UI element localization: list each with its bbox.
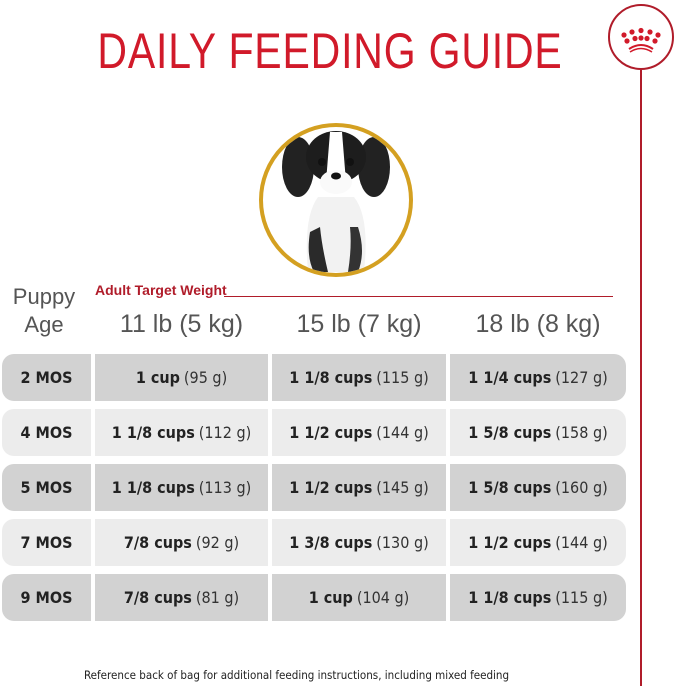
age-header-line2: Age <box>24 312 64 337</box>
grams-value: (127 g) <box>555 368 608 387</box>
grams-value: (160 g) <box>555 478 608 497</box>
grams-value: (95 g) <box>183 368 228 387</box>
grams-value: (92 g) <box>195 533 240 552</box>
table-row: 9 MOS 7/8 cups (81 g) 1 cup (104 g) 1 1/8 cup… <box>2 574 626 621</box>
age-column-header: Puppy Age <box>4 283 84 339</box>
page-title: DAILY FEEDING GUIDE <box>97 23 563 79</box>
amount-cell: 1 3/8 cups (130 g) <box>272 519 446 566</box>
cups-value: 1 5/8 cups <box>468 478 552 497</box>
table-row: 5 MOS 1 1/8 cups (113 g) 1 1/2 cups (145 g) 1… <box>2 464 626 511</box>
amount-cell: 1 1/2 cups (144 g) <box>450 519 626 566</box>
brand-logo <box>608 4 674 70</box>
cups-value: 7/8 cups <box>123 588 192 607</box>
grams-value: (144 g) <box>555 533 608 552</box>
cups-value: 1 1/8 cups <box>111 478 195 497</box>
amount-cell: 1 5/8 cups (158 g) <box>450 409 626 456</box>
amount-cell: 1 5/8 cups (160 g) <box>450 464 626 511</box>
amount-cell: 1 1/8 cups (115 g) <box>450 574 626 621</box>
cups-value: 1 3/8 cups <box>289 533 373 552</box>
cups-value: 1 1/8 cups <box>111 423 195 442</box>
age-cell: 5 MOS <box>2 464 91 511</box>
amount-cell: 7/8 cups (92 g) <box>95 519 268 566</box>
table-row: 2 MOS 1 cup (95 g) 1 1/8 cups (115 g) 1 1/4 c… <box>2 354 626 401</box>
amount-cell: 1 1/8 cups (112 g) <box>95 409 268 456</box>
cups-value: 1 1/2 cups <box>289 423 373 442</box>
cups-value: 1 cup <box>135 368 180 387</box>
grams-value: (158 g) <box>555 423 608 442</box>
amount-cell: 1 1/2 cups (145 g) <box>272 464 446 511</box>
amount-cell: 7/8 cups (81 g) <box>95 574 268 621</box>
grams-value: (115 g) <box>555 588 608 607</box>
grams-value: (81 g) <box>195 588 240 607</box>
amount-cell: 1 1/4 cups (127 g) <box>450 354 626 401</box>
grams-value: (144 g) <box>376 423 429 442</box>
amount-cell: 1 1/2 cups (144 g) <box>272 409 446 456</box>
puppy-image <box>259 123 413 277</box>
age-header-line1: Puppy <box>12 284 76 309</box>
column-header-15lb: 15 lb (7 kg) <box>296 310 422 338</box>
cups-value: 1 1/2 cups <box>468 533 552 552</box>
table-row: 7 MOS 7/8 cups (92 g) 1 3/8 cups (130 g) 1 1/… <box>2 519 626 566</box>
amount-cell: 1 1/8 cups (113 g) <box>95 464 268 511</box>
age-cell: 9 MOS <box>2 574 91 621</box>
cups-value: 1 1/8 cups <box>468 588 552 607</box>
column-header-18lb: 18 lb (8 kg) <box>475 310 601 338</box>
cups-value: 1 1/2 cups <box>289 478 373 497</box>
cups-value: 1 5/8 cups <box>468 423 552 442</box>
amount-cell: 1 cup (104 g) <box>272 574 446 621</box>
grams-value: (113 g) <box>198 478 252 497</box>
footnote: Reference back of bag for additional fee… <box>84 668 510 682</box>
cups-value: 1 cup <box>308 588 353 607</box>
age-cell: 2 MOS <box>2 354 91 401</box>
cups-value: 1 1/8 cups <box>289 368 373 387</box>
weight-group-label: Adult Target Weight <box>95 282 227 298</box>
divider <box>224 296 613 297</box>
brand-line <box>640 70 642 686</box>
crown-icon <box>621 27 661 53</box>
grams-value: (112 g) <box>198 423 252 442</box>
column-header-11lb: 11 lb (5 kg) <box>119 310 244 338</box>
grams-value: (130 g) <box>376 533 429 552</box>
grams-value: (115 g) <box>376 368 429 387</box>
amount-cell: 1 cup (95 g) <box>95 354 268 401</box>
grams-value: (104 g) <box>356 588 410 607</box>
table-row: 4 MOS 1 1/8 cups (112 g) 1 1/2 cups (144 g) 1… <box>2 409 626 456</box>
age-cell: 4 MOS <box>2 409 91 456</box>
grams-value: (145 g) <box>376 478 429 497</box>
cups-value: 7/8 cups <box>123 533 192 552</box>
age-cell: 7 MOS <box>2 519 91 566</box>
amount-cell: 1 1/8 cups (115 g) <box>272 354 446 401</box>
cups-value: 1 1/4 cups <box>468 368 552 387</box>
